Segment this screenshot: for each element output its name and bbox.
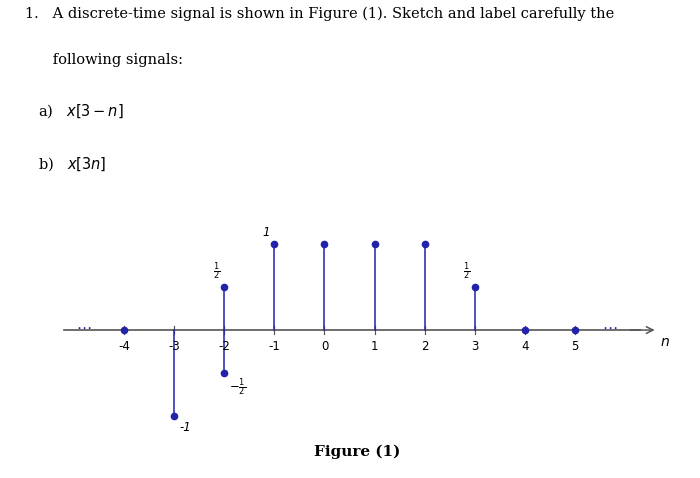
Text: a)   $x[3-n]$: a) $x[3-n]$ (38, 103, 125, 120)
Text: -2: -2 (218, 340, 230, 353)
Text: Figure (1): Figure (1) (314, 445, 400, 459)
Text: -4: -4 (118, 340, 130, 353)
Text: -3: -3 (168, 340, 180, 353)
Text: 0: 0 (321, 340, 328, 353)
Text: $\cdots$: $\cdots$ (602, 319, 617, 334)
Text: 4: 4 (521, 340, 528, 353)
Text: b)   $x[3n]$: b) $x[3n]$ (38, 156, 107, 174)
Text: 3: 3 (471, 340, 478, 353)
Text: 2: 2 (421, 340, 428, 353)
Text: $\cdots$: $\cdots$ (76, 319, 92, 334)
Text: -1: -1 (179, 422, 191, 435)
Text: $\frac{1}{2}$: $\frac{1}{2}$ (213, 260, 220, 282)
Text: $-\frac{1}{2}$: $-\frac{1}{2}$ (230, 377, 246, 398)
Text: 1.   A discrete-time signal is shown in Figure (1). Sketch and label carefully t: 1. A discrete-time signal is shown in Fi… (25, 7, 614, 22)
Text: n: n (661, 335, 669, 349)
Text: $\frac{1}{2}$: $\frac{1}{2}$ (463, 260, 470, 282)
Text: 5: 5 (571, 340, 578, 353)
Text: -1: -1 (268, 340, 280, 353)
Text: 1: 1 (263, 226, 270, 239)
Text: following signals:: following signals: (25, 53, 183, 67)
Text: 1: 1 (371, 340, 378, 353)
